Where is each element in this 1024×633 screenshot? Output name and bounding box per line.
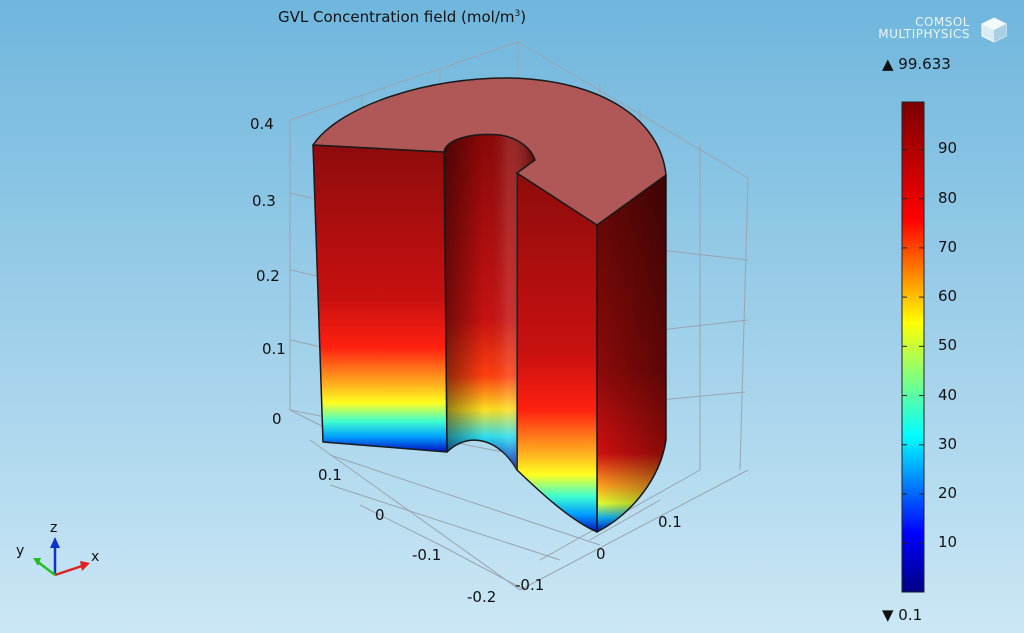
y-tick-label: 0.1	[318, 466, 342, 484]
z-tick-label: 0.2	[256, 267, 280, 285]
colorbar	[901, 101, 925, 593]
comsol-watermark: COMSOL MULTIPHYSICS	[846, 16, 1006, 40]
z-tick-label: 0.4	[250, 115, 274, 133]
z-tick-label: 0.3	[252, 192, 276, 210]
top-face	[312, 77, 667, 226]
colorbar-tick-label: 70	[938, 237, 958, 256]
chart-title-text: GVL Concentration field (mol/m	[278, 8, 515, 26]
colorbar-tick-label: 40	[938, 385, 958, 404]
z-tick-label: 0	[272, 410, 282, 428]
colorbar-tick-label: 10	[938, 533, 958, 552]
colorbar-tick-label: 80	[938, 188, 958, 207]
y-tick-label: -0.2	[467, 588, 497, 606]
colorbar-ticks	[902, 148, 924, 544]
comsol-cube-icon	[981, 17, 1007, 43]
x-tick-label: -0.1	[515, 576, 545, 594]
left-cut-face	[312, 144, 448, 453]
colorbar-tick-label: 20	[938, 484, 958, 503]
colorbar-max-label: ▲ 99.633	[882, 55, 951, 73]
colorbar-min-label: ▼ 0.1	[882, 606, 923, 624]
colorbar-tick-label: 30	[938, 434, 958, 453]
y-tick-label: 0	[375, 506, 385, 524]
triad-y-label: y	[16, 543, 25, 559]
colorbar-tick-label: 60	[938, 287, 958, 306]
colorbar-tick-label: 50	[938, 336, 958, 355]
annular-cylinder	[312, 77, 667, 533]
title-close-paren: )	[520, 8, 527, 26]
title-exponent: 3	[514, 9, 521, 19]
right-cut-face	[516, 172, 598, 533]
x-tick-label: 0.1	[658, 513, 682, 531]
watermark-line2: MULTIPHYSICS	[878, 27, 970, 41]
y-tick-label: -0.1	[412, 546, 442, 564]
z-tick-label: 0.1	[262, 340, 286, 358]
watermark-line1: COMSOL	[915, 15, 970, 29]
colorbar-tick-label: 90	[938, 139, 958, 158]
chart-title: GVL Concentration field (mol/m3)	[278, 8, 526, 26]
triad-x-label: x	[91, 549, 100, 565]
axis-triad	[33, 537, 90, 577]
x-tick-label: 0	[596, 545, 606, 563]
triad-z-label: z	[50, 520, 58, 536]
